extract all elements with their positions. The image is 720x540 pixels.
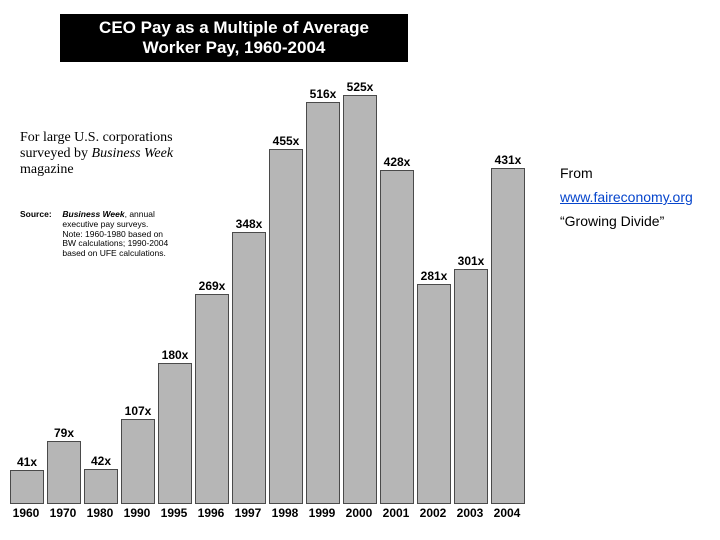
x-axis-label: 2003: [454, 506, 486, 520]
chart-x-axis: 1960 1970 1980 1990 1995 1996 1997 1998 1999 2000…: [10, 506, 530, 520]
bar: 301x: [454, 269, 488, 504]
chart-title-line2: Worker Pay, 1960-2004: [74, 38, 394, 58]
x-axis-label: 2004: [491, 506, 523, 520]
bar-value-label: 301x: [455, 254, 487, 268]
x-axis-label: 1980: [84, 506, 116, 520]
x-axis-label: 1996: [195, 506, 227, 520]
bar-value-label: 41x: [11, 455, 43, 469]
bar-value-label: 431x: [492, 153, 524, 167]
bar-value-label: 525x: [344, 80, 376, 94]
bar: 180x: [158, 363, 192, 505]
bar-value-label: 79x: [48, 426, 80, 440]
bar-value-label: 42x: [85, 454, 117, 468]
bar: 455x: [269, 149, 303, 504]
bar-value-label: 180x: [159, 348, 191, 362]
bar: 348x: [232, 232, 266, 504]
page: CEO Pay as a Multiple of Average Worker …: [0, 0, 720, 540]
attribution-link[interactable]: www.faireconomy.org: [560, 189, 693, 205]
bar-chart: 41x79x42x107x180x269x348x455x516x525x428…: [10, 70, 530, 520]
x-axis-label: 2000: [343, 506, 375, 520]
attribution-quote: “Growing Divide”: [560, 213, 693, 229]
bar: 431x: [491, 168, 525, 504]
attribution-block: From www.faireconomy.org “Growing Divide…: [560, 165, 693, 229]
x-axis-label: 1960: [10, 506, 42, 520]
x-axis-label: 1997: [232, 506, 264, 520]
x-axis-label: 2001: [380, 506, 412, 520]
x-axis-label: 2002: [417, 506, 449, 520]
bar: 281x: [417, 284, 451, 504]
x-axis-label: 1970: [47, 506, 79, 520]
attribution-from: From: [560, 165, 693, 181]
bar-value-label: 281x: [418, 269, 450, 283]
chart-title-bar: CEO Pay as a Multiple of Average Worker …: [60, 14, 408, 62]
x-axis-label: 1998: [269, 506, 301, 520]
x-axis-label: 1995: [158, 506, 190, 520]
bar: 525x: [343, 95, 377, 504]
bar: 79x: [47, 441, 81, 504]
bar: 516x: [306, 102, 340, 504]
x-axis-label: 1999: [306, 506, 338, 520]
chart-plot-area: 41x79x42x107x180x269x348x455x516x525x428…: [10, 70, 530, 504]
bar-value-label: 516x: [307, 87, 339, 101]
bar: 269x: [195, 294, 229, 504]
x-axis-label: 1990: [121, 506, 153, 520]
bar: 41x: [10, 470, 44, 504]
bar: 428x: [380, 170, 414, 504]
bar-value-label: 269x: [196, 279, 228, 293]
bar-value-label: 428x: [381, 155, 413, 169]
chart-title-line1: CEO Pay as a Multiple of Average: [74, 18, 394, 38]
bar: 42x: [84, 469, 118, 504]
bar-value-label: 455x: [270, 134, 302, 148]
bar-value-label: 348x: [233, 217, 265, 231]
bar: 107x: [121, 419, 155, 504]
bar-value-label: 107x: [122, 404, 154, 418]
